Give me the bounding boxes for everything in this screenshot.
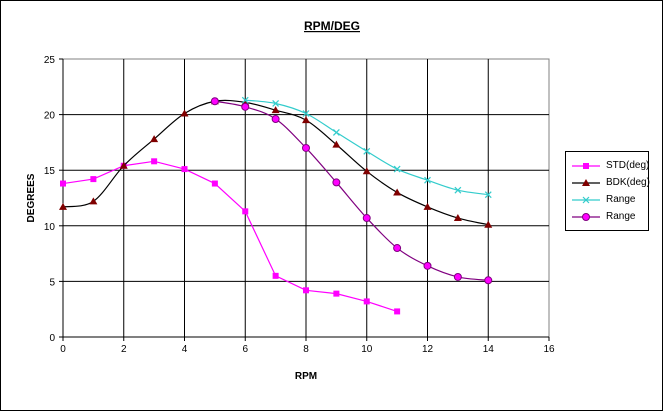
data-point	[241, 102, 250, 111]
data-point	[302, 116, 310, 124]
legend-label: Range	[606, 194, 636, 205]
y-tick-label: 0	[49, 333, 55, 344]
marker-stroke	[241, 96, 249, 104]
grid	[59, 58, 550, 341]
marker-stroke	[424, 176, 431, 184]
marker-stroke	[272, 100, 280, 107]
data-point	[181, 166, 188, 173]
data-point	[150, 135, 159, 143]
y-tick-label: 15	[44, 166, 56, 177]
data-point	[90, 176, 97, 183]
series-3	[241, 96, 492, 199]
x-tick-label: 2	[121, 344, 127, 355]
data-point	[363, 147, 371, 155]
marker-stroke	[363, 147, 371, 155]
y-axis-title: DEGREES	[26, 173, 37, 222]
data-point	[211, 180, 218, 187]
legend-item: BDK(deg)	[566, 176, 650, 192]
data-point	[484, 220, 493, 228]
marker-stroke	[332, 128, 340, 136]
data-point	[303, 287, 309, 294]
x-tick-label: 16	[543, 344, 555, 355]
x-axis-title: RPM	[295, 371, 317, 382]
data-point	[333, 290, 340, 297]
x-tick-label: 6	[242, 344, 248, 355]
marker-stroke	[393, 165, 401, 173]
x-tick-label: 8	[303, 344, 309, 355]
marker-stroke	[484, 191, 492, 199]
data-point	[453, 272, 462, 281]
series-1	[60, 158, 401, 315]
legend-marker	[582, 196, 590, 204]
legend-item: Range	[566, 210, 650, 226]
marker-stroke	[302, 110, 310, 117]
x-tick-label: 14	[483, 344, 495, 355]
legend-swatch	[572, 213, 600, 221]
legend-marker	[582, 213, 590, 221]
tick-labels: 0 2 4 6 8 10 12 14 16 0 5 10 15 20 25	[44, 55, 555, 355]
data-point	[454, 186, 462, 194]
legend-item: STD(deg)	[566, 159, 650, 175]
data-point	[89, 197, 98, 205]
series-group	[59, 96, 493, 315]
marker-stroke	[454, 186, 462, 194]
data-point	[272, 100, 280, 107]
series-line	[214, 100, 489, 281]
data-point	[271, 106, 280, 114]
data-point	[423, 202, 432, 210]
data-point	[332, 128, 340, 136]
data-point	[453, 214, 462, 222]
chart-title: RPM/DEG	[304, 19, 360, 33]
data-point	[394, 308, 401, 315]
data-point	[332, 178, 341, 187]
legend-label: BDK(deg)	[606, 177, 650, 188]
data-point	[151, 158, 158, 165]
y-tick-label: 20	[44, 111, 56, 122]
legend-marker	[583, 163, 589, 169]
data-point	[271, 115, 280, 124]
data-point	[272, 272, 279, 279]
legend-label: Range	[606, 211, 636, 222]
data-point	[484, 191, 492, 199]
data-point	[393, 244, 402, 253]
data-point	[424, 176, 431, 184]
data-point	[210, 97, 219, 106]
x-tick-label: 4	[182, 344, 188, 355]
legend-swatch	[572, 163, 600, 169]
data-point	[180, 109, 189, 117]
y-tick-label: 5	[49, 277, 55, 288]
data-point	[59, 202, 67, 210]
x-tick-label: 12	[422, 344, 434, 355]
x-tick-label: 10	[361, 344, 373, 355]
data-point	[302, 110, 310, 117]
data-point	[241, 96, 249, 104]
y-tick-label: 10	[44, 222, 56, 233]
data-point	[423, 261, 432, 270]
data-point	[332, 140, 341, 148]
data-point	[362, 167, 371, 175]
x-tick-label: 0	[60, 344, 66, 355]
data-point	[393, 188, 402, 196]
series-4	[210, 97, 493, 285]
data-point	[393, 165, 401, 173]
legend-swatch	[572, 179, 600, 186]
data-point	[60, 180, 66, 187]
legend: STD(deg) BDK(deg) Range Range	[565, 151, 650, 231]
legend-marker	[582, 179, 590, 186]
y-tick-label: 25	[44, 55, 56, 66]
data-point	[119, 161, 128, 169]
data-point	[363, 298, 370, 305]
legend-item: Range	[566, 193, 650, 209]
data-point	[302, 143, 310, 152]
data-point	[362, 214, 371, 223]
marker-stroke	[582, 196, 590, 204]
data-point	[484, 276, 493, 285]
series-line	[62, 160, 398, 312]
data-point	[242, 208, 249, 215]
legend-label: STD(deg)	[606, 160, 650, 171]
legend-swatch	[572, 196, 600, 204]
